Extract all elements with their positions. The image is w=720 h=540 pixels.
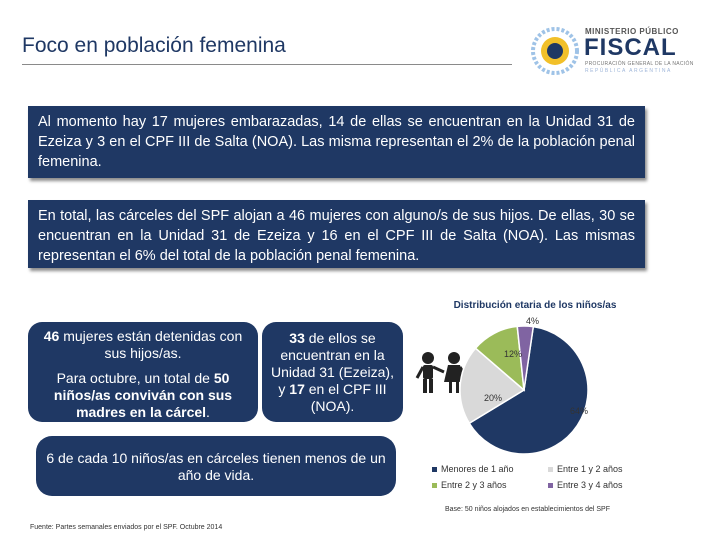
legend-label-0: Menores de 1 año: [441, 464, 514, 474]
legend-label-3: Entre 3 y 4 años: [557, 480, 623, 490]
legend-item-0: Menores de 1 año: [432, 464, 514, 474]
age-distribution-pie: 64% 20% 12% 4%: [459, 316, 589, 455]
legend-item-2: Entre 2 y 3 años: [432, 480, 507, 490]
pregnant-women-box: Al momento hay 17 mujeres embarazadas, 1…: [28, 106, 645, 178]
source-note: Fuente: Partes semanales enviados por el…: [30, 524, 223, 531]
pie-label-1: 20%: [484, 393, 502, 403]
logo-subtitle-text: PROCURACIÓN GENERAL DE LA NACIÓN: [585, 61, 694, 67]
title-divider: [22, 64, 512, 65]
panel1-pre2: Para octubre, un total de: [56, 370, 214, 386]
panel1-bold2: niños/as conviván con sus madres en la c…: [53, 387, 233, 420]
children-location-panel: 33 de ellos se encuentran en la Unidad 3…: [262, 322, 403, 422]
panel1-num2: 50: [213, 370, 230, 386]
legend-label-1: Entre 1 y 2 años: [557, 464, 623, 474]
pie-slice-3: [516, 325, 535, 391]
legend-item-1: Entre 1 y 2 años: [548, 464, 623, 474]
panel2-num1: 33: [289, 330, 305, 346]
pie-label-2: 12%: [504, 349, 522, 359]
fiscal-logo: MINISTERIO PÚBLICO FISCAL PROCURACIÓN GE…: [530, 22, 705, 80]
panel1-end2: .: [206, 404, 210, 420]
panel1-num1: 46: [43, 328, 60, 344]
sun-emblem-icon: [531, 27, 579, 75]
panel1-line1: mujeres están detenidas con sus hijos/as…: [59, 328, 243, 361]
legend-label-2: Entre 2 y 3 años: [441, 480, 507, 490]
base-note: Base: 50 niños alojados en establecimien…: [445, 506, 610, 513]
detained-mothers-panel: 46 mujeres están detenidas con sus hijos…: [28, 322, 258, 422]
logo-republica-text: REPÚBLICA ARGENTINA: [585, 68, 672, 74]
chart-title: Distribución etaria de los niños/as: [453, 300, 617, 311]
panel2-text2: en el CPF III (NOA).: [304, 381, 387, 414]
legend-item-3: Entre 3 y 4 años: [548, 480, 623, 490]
legend-swatch-3: [548, 483, 553, 489]
pie-slice-1: [459, 347, 526, 425]
pie-label-0: 64%: [570, 406, 588, 416]
logo-fiscal-text: FISCAL: [584, 34, 677, 61]
logo-ministerio-text: MINISTERIO PÚBLICO: [585, 27, 679, 36]
pie-slice-0: [468, 325, 589, 455]
pie-label-3: 4%: [526, 316, 539, 326]
legend-swatch-1: [548, 467, 553, 473]
legend-swatch-2: [432, 483, 437, 489]
page-title: Foco en población femenina: [22, 34, 286, 57]
panel2-text1: de ellos se encuentran en la Unidad 31 (…: [271, 330, 394, 397]
panel2-num2: 17: [289, 381, 305, 397]
children-age-panel: 6 de cada 10 niños/as en cárceles tienen…: [36, 436, 396, 496]
women-with-children-box: En total, las cárceles del SPF alojan a …: [28, 200, 645, 268]
legend-swatch-0: [432, 467, 437, 473]
